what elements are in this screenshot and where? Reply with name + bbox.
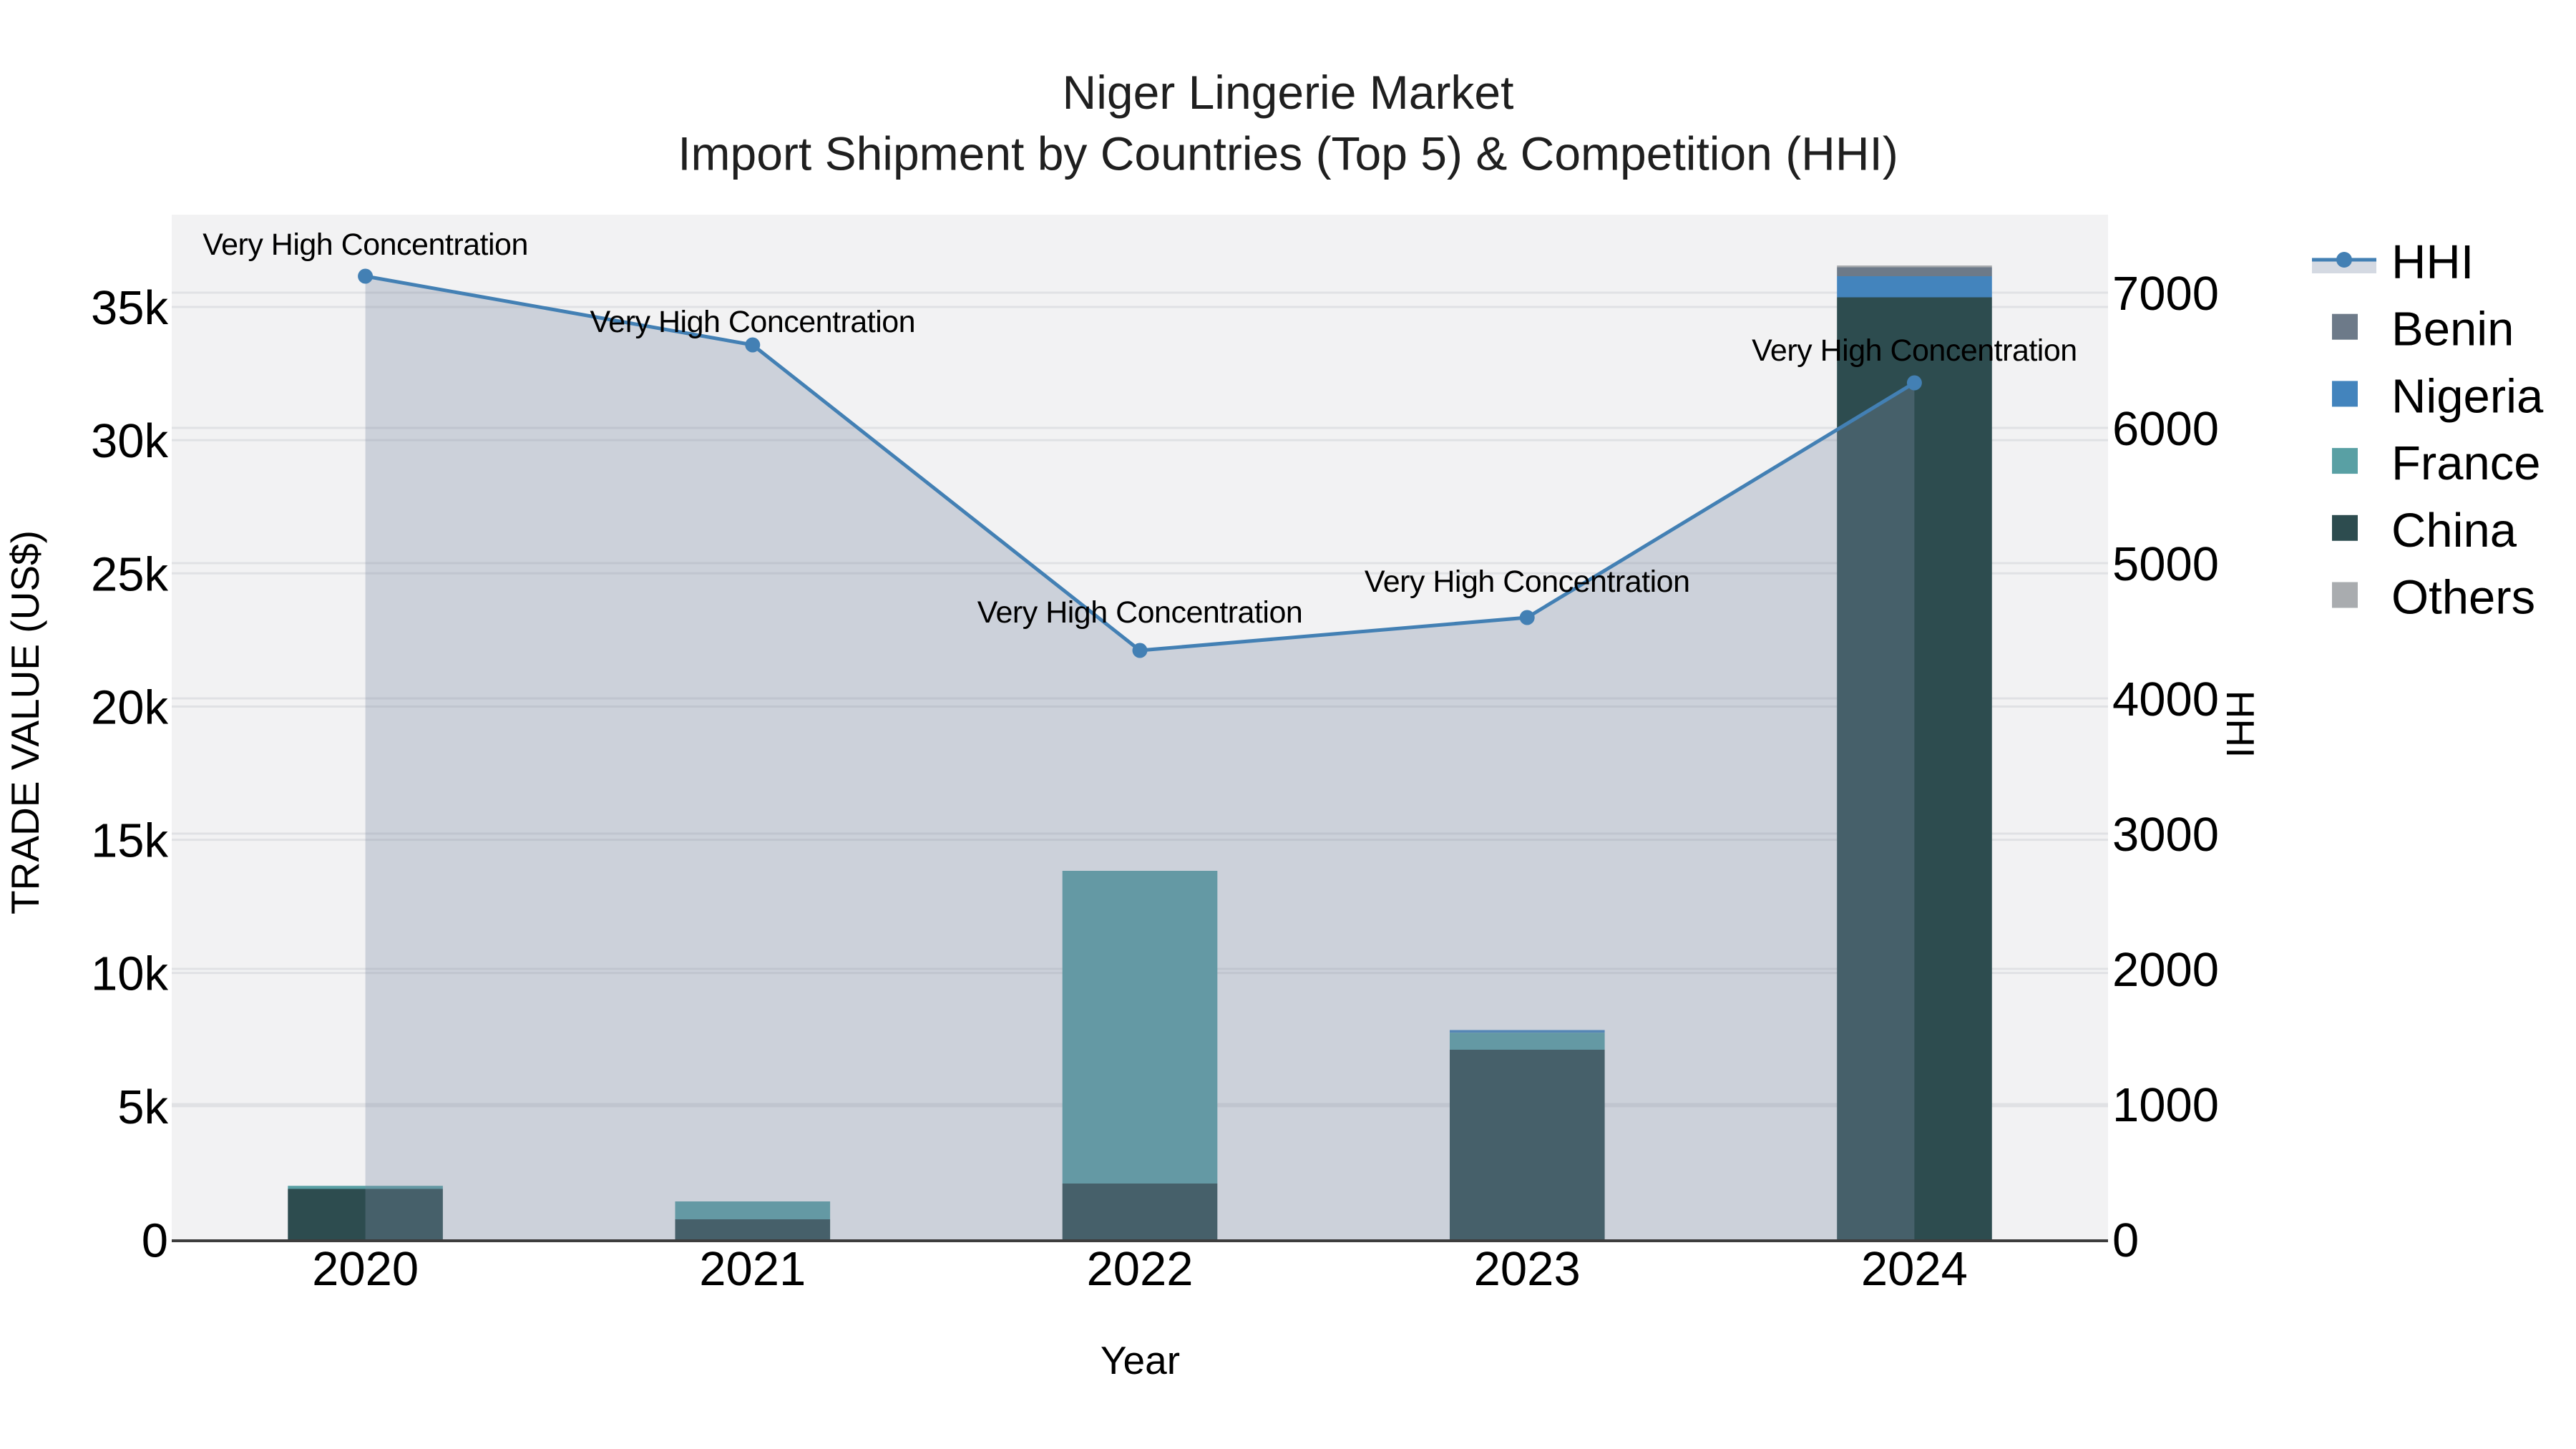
svg-text:1000: 1000 [2112, 1078, 2219, 1132]
svg-text:35k: 35k [91, 281, 169, 335]
svg-text:4000: 4000 [2112, 673, 2219, 726]
svg-text:HHI: HHI [2218, 691, 2263, 758]
svg-text:France: France [2391, 436, 2541, 490]
svg-text:5k: 5k [117, 1080, 168, 1134]
svg-text:2023: 2023 [1474, 1242, 1581, 1296]
svg-text:6000: 6000 [2112, 402, 2219, 456]
svg-text:2000: 2000 [2112, 943, 2219, 997]
svg-text:15k: 15k [91, 814, 169, 868]
svg-text:Very High Concentration: Very High Concentration [1752, 333, 2077, 368]
svg-text:2022: 2022 [1086, 1242, 1193, 1296]
svg-text:Niger Lingerie Market: Niger Lingerie Market [1063, 66, 1514, 119]
svg-text:Year: Year [1101, 1338, 1180, 1382]
svg-text:2021: 2021 [699, 1242, 806, 1296]
svg-text:Very High Concentration: Very High Concentration [1365, 565, 1690, 599]
svg-text:20k: 20k [91, 680, 169, 734]
svg-text:Import Shipment by Countries (: Import Shipment by Countries (Top 5) & C… [678, 127, 1898, 180]
svg-text:Very High Concentration: Very High Concentration [977, 595, 1303, 630]
svg-text:2020: 2020 [312, 1242, 419, 1296]
svg-text:5000: 5000 [2112, 537, 2219, 591]
svg-text:10k: 10k [91, 947, 169, 1001]
svg-text:30k: 30k [91, 414, 169, 468]
svg-text:Others: Others [2391, 571, 2535, 625]
svg-text:China: China [2391, 504, 2517, 557]
svg-text:3000: 3000 [2112, 808, 2219, 862]
svg-text:TRADE VALUE (US$): TRADE VALUE (US$) [3, 530, 47, 914]
svg-text:25k: 25k [91, 547, 169, 601]
svg-text:Nigeria: Nigeria [2391, 369, 2544, 423]
svg-text:Very High Concentration: Very High Concentration [590, 305, 916, 339]
svg-text:Very High Concentration: Very High Concentration [203, 228, 528, 262]
svg-text:0: 0 [2112, 1214, 2139, 1267]
svg-text:7000: 7000 [2112, 267, 2219, 321]
svg-text:HHI: HHI [2391, 235, 2474, 289]
svg-text:0: 0 [142, 1214, 168, 1267]
svg-text:Benin: Benin [2391, 303, 2514, 356]
svg-text:2024: 2024 [1861, 1242, 1968, 1296]
